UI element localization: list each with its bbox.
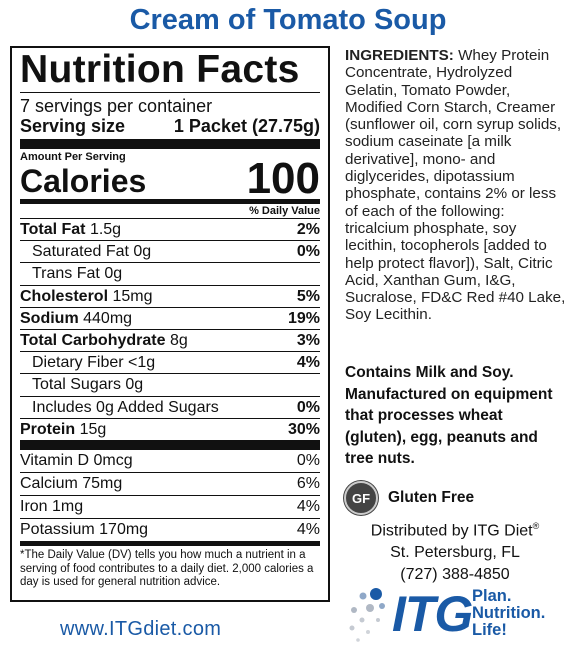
nutrient-amount: 8g [169,332,188,350]
calories-row: Calories 100 [20,154,320,203]
itg-logo: ITG Plan. Nutrition. Life! [346,586,572,646]
nutrient-label: Cholesterol [20,287,109,305]
vitamin-dv: 4% [296,498,320,516]
nutrient-row-total-sugars: Total Sugars 0g [20,374,320,397]
nutrient-row-total-carbohydrate: Total Carbohydrate 8g 3% [20,330,320,353]
vitamin-row-iron: Iron 1mg 4% [20,496,320,520]
vitamin-row-vitamin-d: Vitamin D 0mcg 0% [20,450,320,474]
nutrient-amount: 440mg [83,309,133,327]
registered-mark: ® [532,521,540,531]
nutrient-label: Total Fat [20,221,86,238]
nutrient-label: Total Carbohydrate [20,332,166,350]
tagline-line: Plan. [472,587,512,605]
nutrient-label: Saturated Fat 0g [32,243,152,261]
nutrient-row-saturated-fat: Saturated Fat 0g 0% [20,241,320,264]
allergen-statement: Contains Milk and Soy. Manufactured on e… [345,364,553,467]
gluten-free-icon: GF [344,481,378,515]
nutrient-row-sodium: Sodium 440mg 19% [20,308,320,331]
website-link[interactable]: www.ITGdiet.com [60,618,222,640]
vitamin-row-calcium: Calcium 75mg 6% [20,473,320,497]
gluten-free-label: Gluten Free [388,489,475,506]
distributor-city: St. Petersburg, FL [390,544,520,562]
tagline-line: Life! [472,621,507,639]
ingredients-text: Whey Protein Concentrate, Hydrolyzed Gel… [345,47,566,324]
vitamin-label: Iron 1mg [20,498,84,516]
nutrient-row-trans-fat: Trans Fat 0g [20,263,320,286]
amount-per-serving: Amount Per Serving [20,151,126,163]
nutrient-amount: 1.5g [89,221,122,238]
gluten-free-mark: GF Gluten Free [344,481,474,515]
nutrient-row-protein: Protein 15g 30% [20,419,320,440]
nutrient-amount: 15g [79,420,107,438]
nutrient-row-total-fat: Total Fat 1.5g 2% [20,219,320,242]
ingredients-label: INGREDIENTS: [345,47,454,64]
serving-size-label: Serving size [20,116,126,136]
distributor-info: Distributed by ITG Diet® St. Petersburg,… [340,515,570,586]
vitamin-dv: 0% [296,452,320,470]
nutrient-label: Trans Fat 0g [32,265,123,283]
nutrition-facts-panel: Nutrition Facts 7 servings per container… [10,46,330,602]
nutrition-facts-heading: Nutrition Facts [20,50,320,93]
ingredients-block: INGREDIENTS: Whey Protein Concentrate, H… [345,47,567,324]
nutrient-dv: 0% [296,243,320,261]
nutrient-dv: 19% [287,309,320,327]
nutrient-dv: 5% [296,287,320,305]
vitamin-label: Potassium 170mg [20,521,149,539]
distributor-phone: (727) 388-4850 [400,566,510,584]
distributor-line: Distributed by ITG Diet [370,522,533,540]
calories-value: 100 [246,154,320,203]
nutrient-label: Protein [20,420,76,438]
vitamin-row-potassium: Potassium 170mg 4% [20,519,320,541]
nutrient-label: Total Sugars 0g [32,376,144,394]
daily-value-header: % Daily Value [20,204,320,219]
serving-size-value: 1 Packet (27.75g) [173,116,320,136]
vitamin-dv: 4% [296,521,320,539]
nutrient-dv: 2% [296,221,320,238]
divider-medium [20,541,320,547]
divider-thick [20,139,320,149]
nutrient-label: Includes 0g Added Sugars [32,398,219,416]
vitamin-label: Calcium 75mg [20,475,123,493]
nutrient-label: Dietary Fiber <1g [32,354,156,372]
vitamin-dv: 6% [296,475,320,493]
nutrient-dv: 3% [296,332,320,350]
servings-per-container: 7 servings per container [20,96,213,116]
nutrient-amount: 15mg [112,287,153,305]
nutrient-row-dietary-fiber: Dietary Fiber <1g 4% [20,352,320,375]
serving-size: Serving size 1 Packet (27.75g) [20,116,320,136]
daily-value-footnote: *The Daily Value (DV) tells you how much… [20,549,314,589]
vitamin-label: Vitamin D 0mcg [20,452,133,470]
logo-wordmark: ITG [392,586,473,642]
nutrient-row-cholesterol: Cholesterol 15mg 5% [20,286,320,308]
nutrient-dv: 4% [296,354,320,372]
nutrient-label: Sodium [20,309,79,327]
divider-medium [20,199,320,204]
calories-label: Calories [20,163,147,199]
nutrient-dv: 30% [287,420,320,438]
tagline-line: Nutrition. [472,604,546,622]
nutrient-row-added-sugars: Includes 0g Added Sugars 0% [20,397,320,419]
dots-icon [349,588,385,642]
product-title: Cream of Tomato Soup [129,4,447,36]
divider-thick [20,440,320,451]
nutrient-dv: 0% [296,398,320,416]
logo-tagline: Plan. Nutrition. Life! [472,588,545,639]
